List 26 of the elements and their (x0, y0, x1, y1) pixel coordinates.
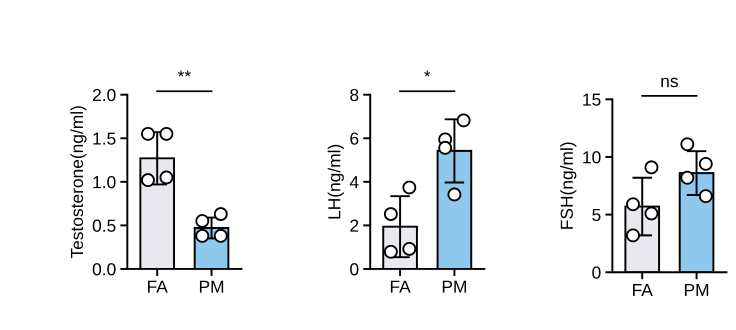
x-tick-label: FA (633, 284, 653, 296)
y-tick-label: 0 (592, 266, 601, 279)
y-tick-label: 1.0 (93, 176, 116, 188)
y-tick-label: 6 (350, 132, 358, 145)
y-tick-label: 2 (350, 220, 358, 232)
y-tick-label: 5 (592, 208, 601, 222)
y-tick-label: 8 (350, 88, 358, 102)
text: * (424, 70, 430, 77)
y-axis-title: Testosterone(ng/ml) (70, 106, 87, 258)
y-axis-title: LH(ng/ml) (328, 144, 344, 219)
y-tick-label: 0.5 (92, 220, 116, 232)
y-tick-label: 0 (350, 263, 358, 276)
x-tick-label: FA (148, 280, 168, 293)
y-tick-label: 2.0 (92, 88, 116, 102)
x-tick-label: FA (390, 280, 411, 293)
y-tick-label: 1.5 (93, 132, 116, 145)
y-tick-label: 0.0 (92, 263, 116, 276)
y-tick-label: 4 (350, 176, 359, 188)
x-tick-label: PM (684, 284, 708, 296)
text: ** (178, 70, 191, 77)
text: ns (661, 78, 678, 88)
x-tick-label: PM (442, 280, 466, 293)
y-tick-label: 15 (583, 94, 601, 106)
y-axis-title: FSH(ng/ml) (560, 142, 576, 229)
x-tick-label: PM (200, 280, 224, 293)
y-tick-label: 10 (583, 151, 601, 164)
